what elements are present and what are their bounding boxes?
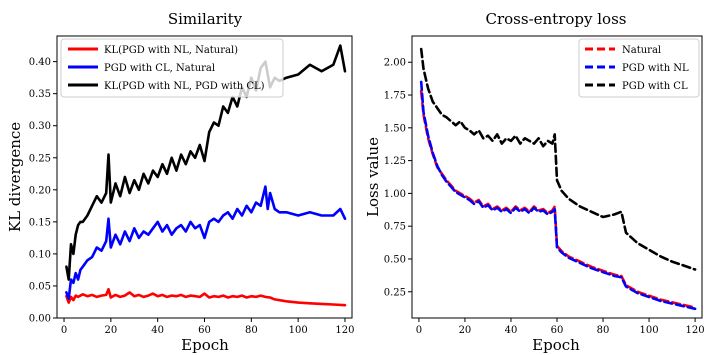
similarity-y-tick-label-6: 0.30	[29, 121, 51, 132]
similarity-y-tick-label-2: 0.10	[29, 249, 51, 260]
cross-entropy-x-tick-label-2: 40	[505, 325, 518, 336]
similarity-legend-box	[60, 38, 284, 98]
similarity-title: Similarity	[168, 10, 243, 28]
cross-entropy-x-tick-label-6: 120	[686, 325, 704, 336]
similarity-x-label: Epoch	[181, 336, 229, 354]
cross-entropy-y-tick-label-6: 1.75	[384, 91, 406, 102]
cross-entropy-legend-box	[578, 38, 700, 98]
similarity-x-ticks: 0 20 40 60 80 100 120	[61, 318, 355, 336]
similarity-legend-label-2: KL(PGD with NL, PGD with CL)	[104, 81, 265, 92]
cross-entropy-y-tick-label-3: 1.00	[384, 189, 406, 200]
similarity-y-tick-label-3: 0.15	[29, 217, 51, 228]
cross-entropy-title: Cross-entropy loss	[486, 10, 627, 28]
similarity-legend: KL(PGD with NL, Natural) PGD with CL, Na…	[60, 38, 284, 98]
similarity-y-tick-label-8: 0.40	[29, 57, 51, 68]
similarity-legend-label-0: KL(PGD with NL, Natural)	[104, 45, 238, 56]
cross-entropy-y-tick-label-4: 1.25	[384, 156, 406, 167]
cross-entropy-y-label: Loss value	[364, 137, 382, 217]
cross-entropy-x-ticks: 0 20 40 60 80 100 120	[416, 318, 704, 336]
cross-entropy-x-label: Epoch	[532, 336, 580, 354]
similarity-y-tick-label-5: 0.25	[29, 153, 51, 164]
cross-entropy-x-tick-label-3: 60	[551, 325, 564, 336]
cross-entropy-legend-label-2: PGD with CL	[622, 81, 688, 92]
similarity-y-tick-label-7: 0.35	[29, 89, 51, 100]
cross-entropy-chart: Cross-entropy loss 0 20 40 60 80 100 120 0.250…	[364, 10, 704, 354]
similarity-legend-label-1: PGD with CL, Natural	[104, 63, 215, 74]
cross-entropy-x-tick-label-4: 80	[597, 325, 610, 336]
cross-entropy-y-ticks: 0.25 0.50 0.75 1.00 1.25 1.50 1.75 2.00	[384, 58, 412, 298]
similarity-y-label: KL divergence	[6, 122, 24, 232]
similarity-x-tick-label-1: 20	[104, 325, 117, 336]
cross-entropy-y-tick-label-7: 2.00	[384, 58, 406, 69]
similarity-x-tick-label-6: 120	[335, 325, 354, 336]
cross-entropy-series-line-2	[419, 47, 697, 271]
similarity-x-tick-label-4: 80	[245, 325, 258, 336]
similarity-y-tick-label-1: 0.05	[29, 281, 51, 292]
similarity-series-line-1	[65, 185, 347, 301]
cross-entropy-y-tick-label-1: 0.50	[384, 254, 406, 265]
cross-entropy-x-tick-label-1: 20	[459, 325, 472, 336]
similarity-x-tick-label-0: 0	[61, 325, 67, 336]
cross-entropy-legend-label-0: Natural	[622, 45, 661, 56]
cross-entropy-series-group	[419, 47, 697, 311]
similarity-y-tick-label-4: 0.20	[29, 185, 51, 196]
similarity-x-tick-label-5: 100	[289, 325, 308, 336]
cross-entropy-x-tick-label-5: 100	[640, 325, 659, 336]
cross-entropy-series-line-1	[419, 80, 697, 311]
similarity-y-ticks: 0.00 0.05 0.10 0.15 0.20 0.25 0.30 0.35 0.40	[29, 57, 57, 325]
cross-entropy-legend: Natural PGD with NL PGD with CL	[578, 38, 700, 98]
similarity-series-line-0	[65, 287, 347, 307]
similarity-y-tick-label-0: 0.00	[29, 314, 51, 325]
cross-entropy-y-tick-label-5: 1.50	[384, 123, 406, 134]
similarity-x-tick-label-2: 40	[151, 325, 164, 336]
cross-entropy-y-tick-label-0: 0.25	[384, 287, 406, 298]
cross-entropy-x-tick-label-0: 0	[416, 325, 422, 336]
similarity-chart: Similarity 0 20 40 60 80 100 120 0.000.050.100…	[6, 10, 355, 354]
cross-entropy-legend-label-1: PGD with NL	[622, 63, 689, 74]
similarity-x-tick-label-3: 60	[198, 325, 211, 336]
cross-entropy-y-tick-label-2: 0.75	[384, 222, 406, 233]
